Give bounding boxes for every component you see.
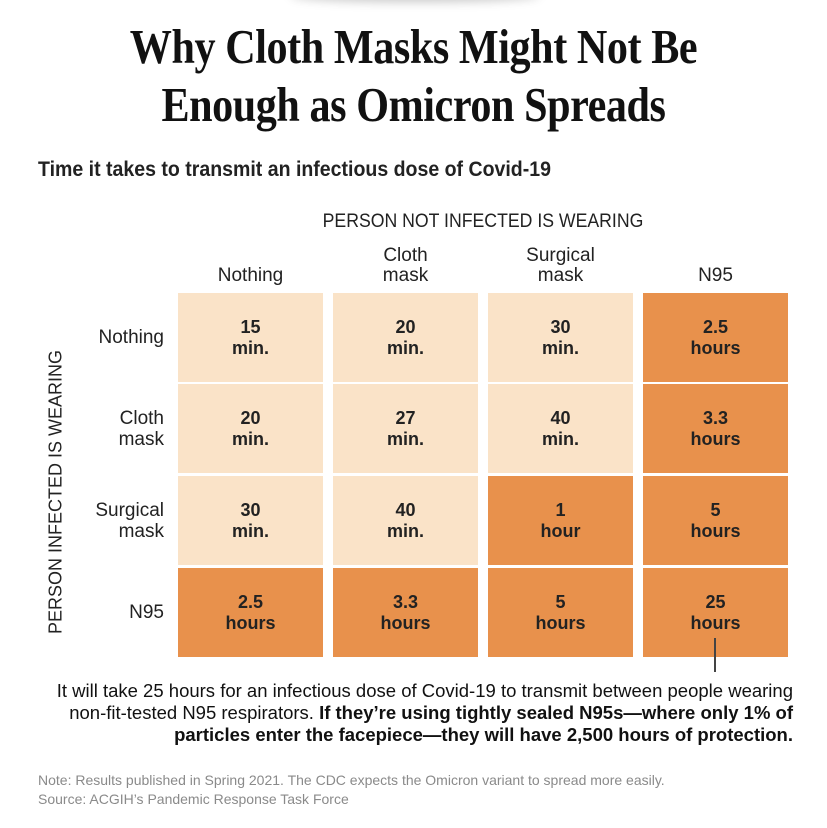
title-line-2: Enough as Omicron Spreads [161,77,666,132]
table-cell: 27 min. [333,384,478,473]
callout-pointer [714,638,716,672]
chart-title: Why Cloth Masks Might Not Be Enough as O… [58,18,769,134]
row-label: Nothing [98,327,165,348]
title-line-1: Why Cloth Masks Might Not Be [129,19,698,74]
column-label: Surgical mask [526,245,595,286]
table-cell: 2.5 hours [178,568,323,657]
table-cell: 5 hours [643,476,788,565]
table-cell: 30 min. [178,476,323,565]
table-cell: 3.3 hours [643,384,788,473]
table-cell: 40 min. [333,476,478,565]
row-label: Cloth mask [118,407,164,450]
callout-normal-text: It will take 25 hours for an infectious … [56,680,793,723]
chart-subtitle: Time it takes to transmit an infectious … [38,158,551,181]
column-label: N95 [698,265,733,286]
table-cell: 20 min. [178,384,323,473]
column-axis-title: PERSON NOT INFECTED IS WEARING [322,211,644,232]
table-cell: 1 hour [488,476,633,565]
column-label: Cloth mask [382,245,429,286]
footnote: Note: Results published in Spring 2021. … [38,771,665,809]
table-cell: 20 min. [333,293,478,382]
note-text: Note: Results published in Spring 2021. … [38,772,665,788]
callout-bold-text: If they’re using tightly sealed N95s—whe… [174,702,793,745]
table-cell: 5 hours [488,568,633,657]
callout-text: It will take 25 hours for an infectious … [40,680,793,746]
table-cell: 30 min. [488,293,633,382]
row-label: N95 [129,602,164,623]
table-cell: 3.3 hours [333,568,478,657]
row-label: Surgical mask [95,499,164,542]
table-cell: 15 min. [178,293,323,382]
table-cell: 40 min. [488,384,633,473]
row-axis-title-text: PERSON INFECTED IS WEARING [45,349,66,635]
table-cell: 2.5 hours [643,293,788,382]
source-text: Source: ACGIH’s Pandemic Response Task F… [38,791,349,807]
column-label: Nothing [217,265,284,286]
